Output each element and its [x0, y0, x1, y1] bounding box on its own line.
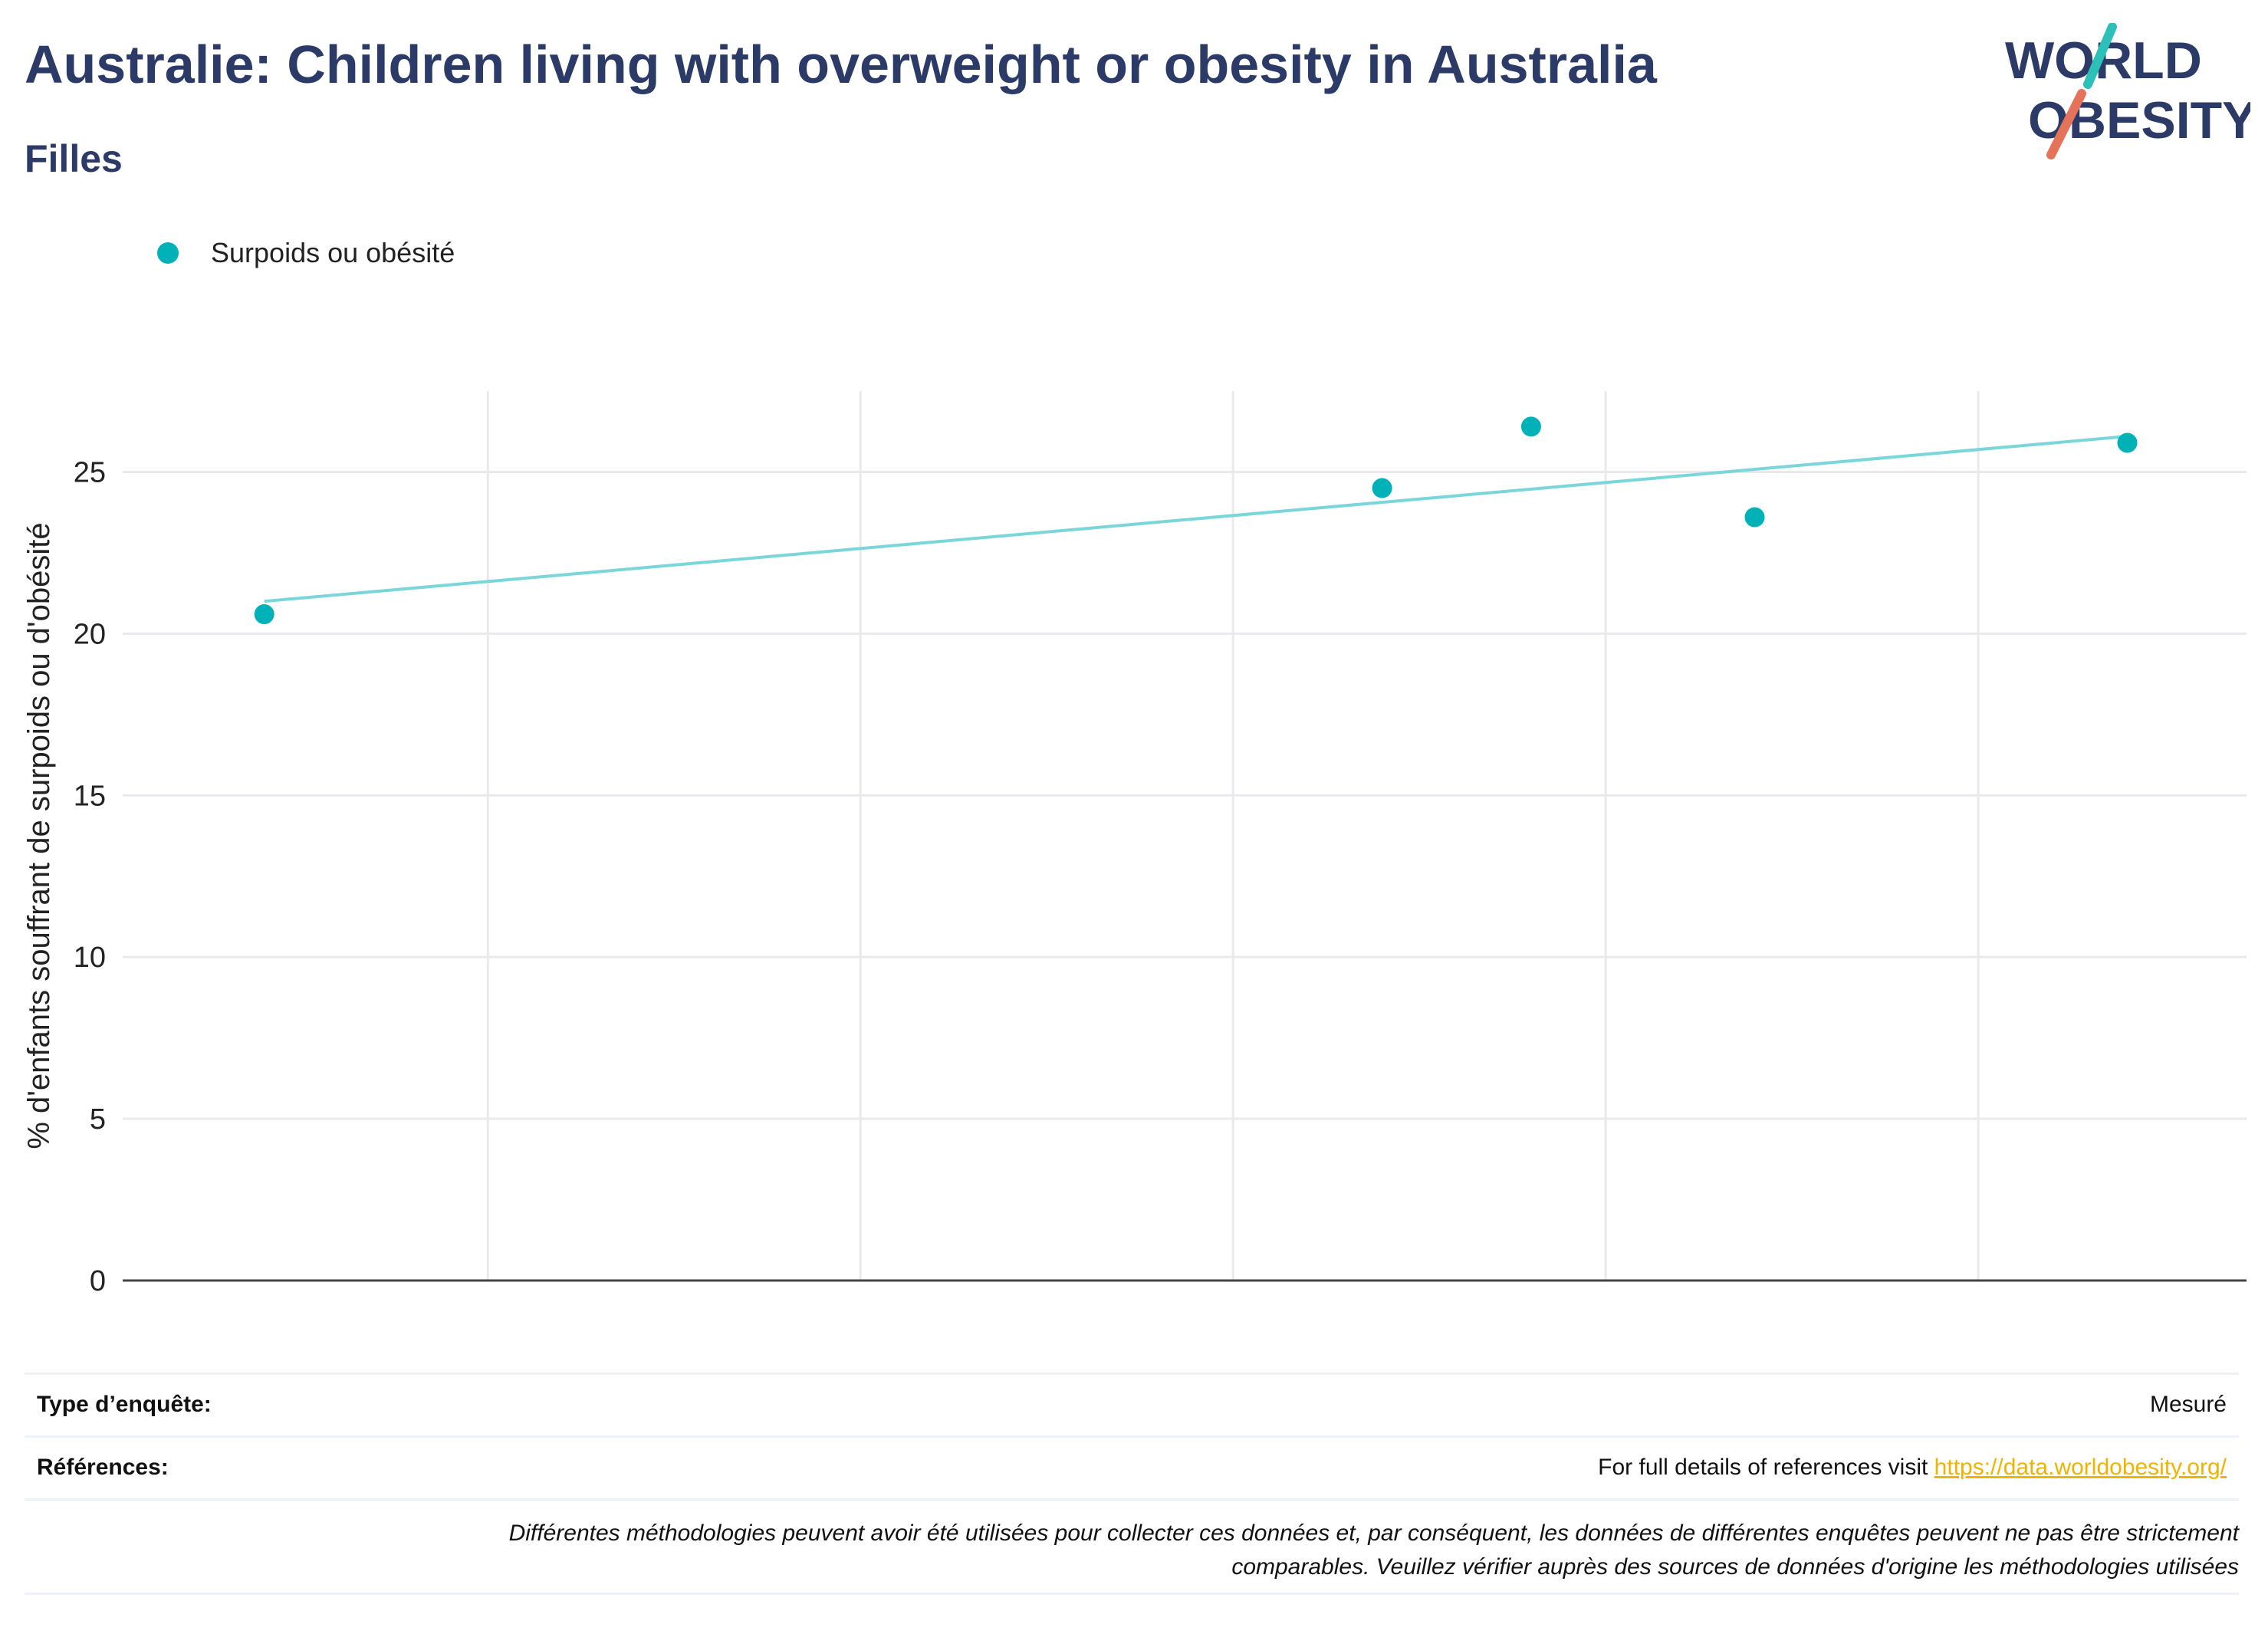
references-label: Références:	[37, 1455, 169, 1480]
points	[254, 416, 2138, 625]
references-row: Références: For full details of referenc…	[25, 1435, 2239, 1499]
y-tick-label: 10	[74, 942, 106, 974]
trend-layer	[264, 435, 2128, 603]
x-tick-label: 2020	[1946, 1301, 2011, 1304]
disclaimer-line-2: comparables. Veuillez vérifier auprès de…	[1231, 1554, 2239, 1580]
legend[interactable]: Surpoids ou obésité	[157, 230, 455, 276]
bottom-rule	[25, 1593, 2239, 1595]
data-point	[1744, 507, 1765, 528]
x-tick-label: 2015	[1573, 1301, 1639, 1304]
logo-slash-bottom	[2046, 89, 2086, 159]
references-link[interactable]: https://data.worldobesity.org/	[1934, 1455, 2227, 1480]
legend-marker	[157, 242, 179, 264]
y-tick-label: 5	[90, 1103, 106, 1136]
x-tick-label: 2010	[1201, 1301, 1266, 1304]
data-point	[254, 604, 274, 625]
y-tick-label: 0	[90, 1265, 106, 1297]
world-obesity-logo: WORLD OBESITY	[2005, 23, 2250, 159]
disclaimer-divider	[25, 1498, 2239, 1501]
chart-subtitle: Filles	[25, 137, 123, 180]
data-point	[1372, 478, 1392, 498]
data-point	[1520, 416, 1541, 437]
trend-line	[264, 435, 2128, 603]
survey-type-value: Mesuré	[2149, 1392, 2227, 1417]
survey-type-row: Type d’enquête: Mesuré	[25, 1373, 2239, 1436]
disclaimer-line-1: Différentes méthodologies peuvent avoir …	[508, 1521, 2239, 1546]
references-value: For full details of references visit htt…	[1598, 1455, 2227, 1481]
references-text: For full details of references visit	[1598, 1455, 1928, 1480]
axes: 2000 2005 2010 2015 2020 0 5 10 15 20 25	[74, 456, 2247, 1304]
x-tick-label: 2000	[455, 1301, 521, 1304]
data-point	[2117, 432, 2138, 453]
y-tick-label: 15	[74, 780, 106, 812]
y-tick-label: 25	[74, 456, 106, 488]
scatter-chart: 2000 2005 2010 2015 2020 0 5 10 15 20 25 % d'enfan…	[22, 391, 2247, 1304]
legend-label: Surpoids ou obésité	[211, 237, 455, 268]
grid	[123, 391, 2247, 1281]
chart-title: Australie: Children living with overweig…	[25, 35, 1657, 94]
survey-type-label: Type d’enquête:	[37, 1392, 212, 1417]
x-tick-label: 2005	[828, 1301, 893, 1304]
logo-slash-top	[2083, 23, 2117, 89]
y-tick-label: 20	[74, 618, 106, 650]
y-axis-label: % d'enfants souffrant de surpoids ou d'o…	[22, 522, 56, 1149]
disclaimer: Différentes méthodologies peuvent avoir …	[169, 1517, 2239, 1584]
